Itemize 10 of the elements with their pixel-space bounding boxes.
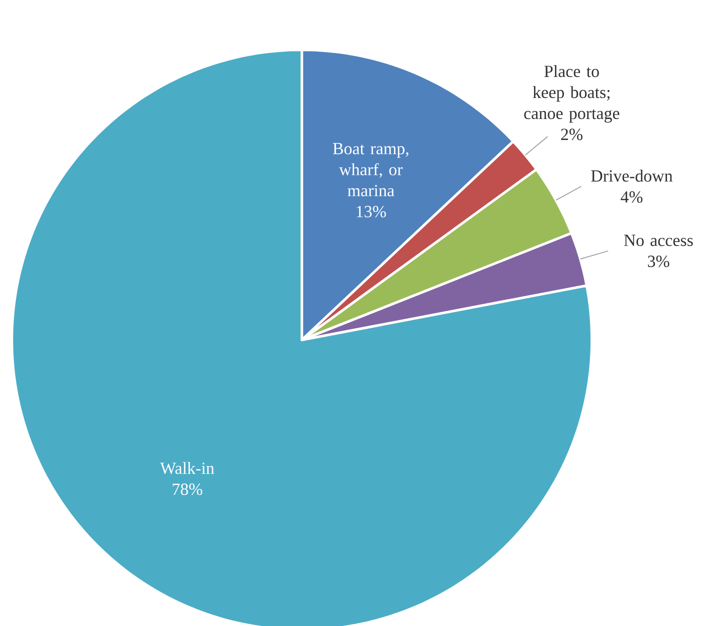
- data-label: 3%: [648, 256, 670, 268]
- slice-label: No access: [624, 234, 693, 246]
- data-label: 78%: [172, 484, 202, 496]
- data-label: 13%: [356, 206, 386, 218]
- slice-label: Walk-in: [160, 462, 214, 474]
- data-label: 2%: [561, 128, 582, 140]
- slice-label: Place to keep boats; canoe portage: [524, 65, 620, 123]
- slice-label: Drive-down: [591, 170, 673, 182]
- slice-label: Boat ramp, wharf, or marina: [332, 143, 408, 196]
- data-label: 4%: [620, 191, 642, 203]
